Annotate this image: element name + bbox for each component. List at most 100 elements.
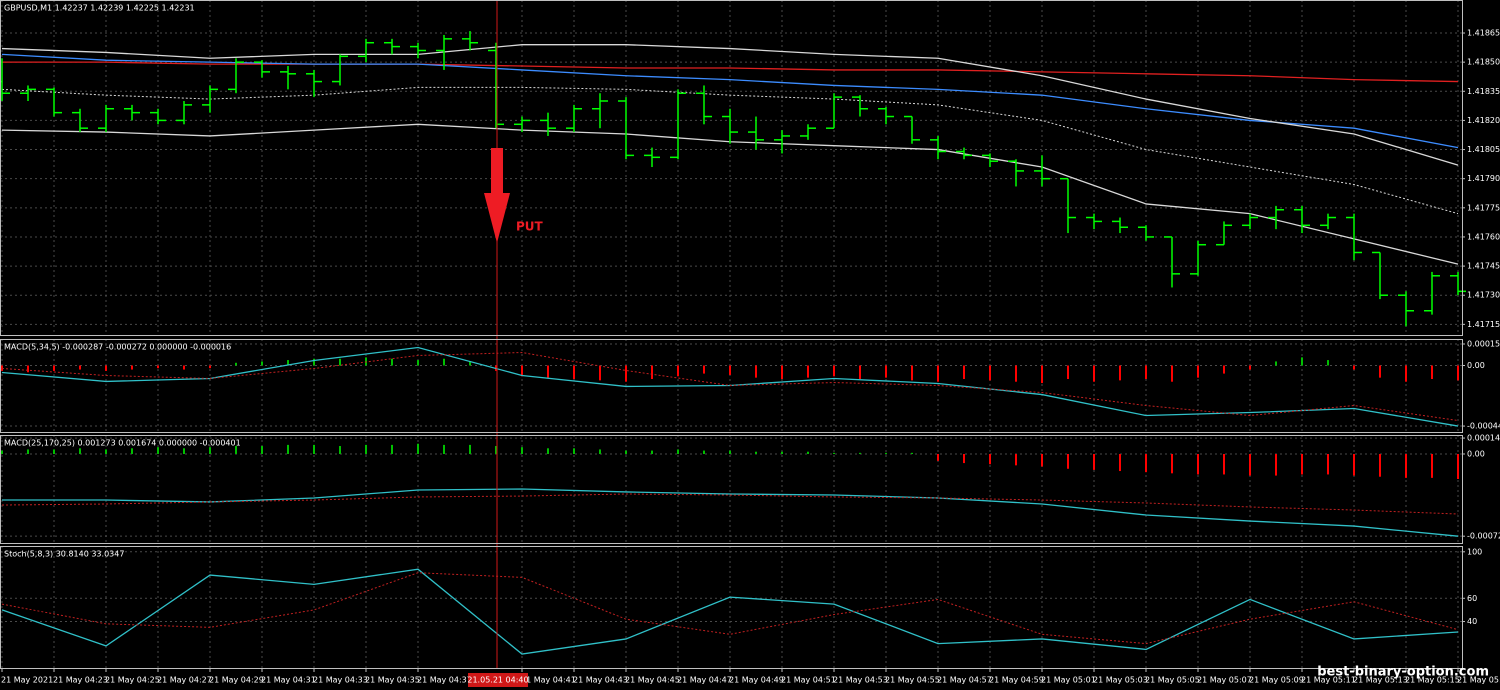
histogram-bar [885,452,887,454]
histogram-bar [53,449,55,454]
histogram-bar [1301,357,1303,366]
x-tick-label: 21 May 04:33 [313,676,368,685]
x-tick-label: 21 May 04:55 [885,676,940,685]
histogram-bar [1015,365,1017,382]
histogram-bar [1353,453,1355,476]
histogram-bar [313,358,315,366]
histogram-bar [1405,365,1407,382]
panel-title: Stoch(5,8,3) 30.8140 33.0347 [4,550,124,559]
y-tick-label: 100 [1467,547,1482,556]
histogram-bar [781,451,783,454]
put-arrow [484,148,510,243]
histogram-bar [1197,365,1199,378]
histogram-bar [911,452,913,454]
histogram-bar [105,365,107,371]
histogram-bar [1171,453,1173,474]
panel-frame [0,435,1463,544]
histogram-bar [235,446,237,454]
histogram-bar [1405,453,1407,478]
y-tick-label: 1.41730 [1467,291,1500,300]
histogram-bar [807,365,809,378]
indicator-line [1,44,1459,166]
histogram-bar [417,443,419,454]
histogram-bar [1067,453,1069,469]
histogram-bar [287,360,289,366]
histogram-bar [365,357,367,366]
histogram-bar [573,448,575,454]
histogram-bar [1093,365,1095,382]
histogram-bar [573,365,575,380]
histogram-bar [521,447,523,454]
histogram-bar [599,365,601,381]
histogram-bar [235,362,237,366]
histogram-bar [209,365,211,369]
histogram-bar [1119,365,1121,381]
histogram-bar [1379,365,1381,378]
panel-frame [0,546,1463,669]
x-tick-label: 21 May 04:59 [989,676,1044,685]
histogram-bar [963,365,965,380]
histogram-bar [937,365,939,382]
histogram-bar [313,444,315,454]
histogram-bar [755,365,757,378]
histogram-bar [339,446,341,454]
y-tick-label: 1.41805 [1467,145,1500,154]
histogram-bar [1041,365,1043,384]
histogram-bar [391,444,393,454]
panel-title: MACD(25,170,25) 0.001273 0.001674 0.0000… [4,439,241,448]
x-tick-label: 21 May 05:15 [1405,676,1460,685]
histogram-bar [729,450,731,454]
histogram-bar [209,447,211,454]
grid-layer [0,0,1462,668]
histogram-bar [781,365,783,380]
histogram-bar [183,448,185,454]
histogram-bar [963,453,965,464]
histogram-bar [807,451,809,454]
histogram-bar [1171,365,1173,382]
histogram-bar [599,449,601,454]
indicator-line [1,352,1459,422]
histogram-bar [131,448,133,454]
histogram-bar [1145,453,1147,473]
indicator-line [1,86,1459,215]
panel-title: GBPUSD,M1 1.42237 1.42239 1.42225 1.4223… [4,4,195,13]
x-tick-label: 21 May 04:49 [729,676,784,685]
histogram-bar [1327,360,1329,366]
histogram-bar [365,444,367,454]
histogram-bar [1327,453,1329,475]
histogram-bar [989,453,991,465]
y-tick-label: 1.41835 [1467,87,1500,96]
y-tick-label: 1.41745 [1467,262,1500,271]
histogram-bar [1249,453,1251,476]
x-tick-label: 21 May 2021 [1,676,53,685]
y-tick-label: 60 [1467,594,1477,603]
histogram-bar [755,451,757,454]
histogram-bar [989,365,991,381]
histogram-bar [677,449,679,454]
histogram-bar [495,446,497,454]
x-tick-label: 21 May 04:51 [781,676,836,685]
histogram-bar [937,453,939,461]
x-tick-label: 21 May 05:05 [1145,676,1200,685]
histogram-bar [339,358,341,366]
y-tick-label: 1.41715 [1467,320,1500,329]
watermark: best-binary-option.com [1317,665,1489,680]
panel-frame [0,0,1463,336]
histogram-bar [521,365,523,377]
y-tick-label: -0.000723 [1467,532,1500,541]
y-tick-label: 1.41790 [1467,174,1500,183]
histogram-bar [1431,453,1433,478]
x-tick-label: 21 May 04:53 [833,676,888,685]
x-tick-label: 21 May 04:23 [53,676,108,685]
histogram-bar [469,444,471,454]
put-label: PUT [516,220,544,234]
y-tick-label: 0.00 [1467,361,1485,370]
histogram-bar [27,449,29,454]
x-tick-label: 21 May 04:29 [209,676,264,685]
x-tick-label: 21 May 04:27 [157,676,212,685]
x-tick-label: 21 May 05:01 [1041,676,1096,685]
histogram-bar [1,365,3,371]
histogram-bar [1,450,3,454]
histogram-bar [1197,453,1199,475]
x-tick-label: 21 May 04:25 [105,676,160,685]
